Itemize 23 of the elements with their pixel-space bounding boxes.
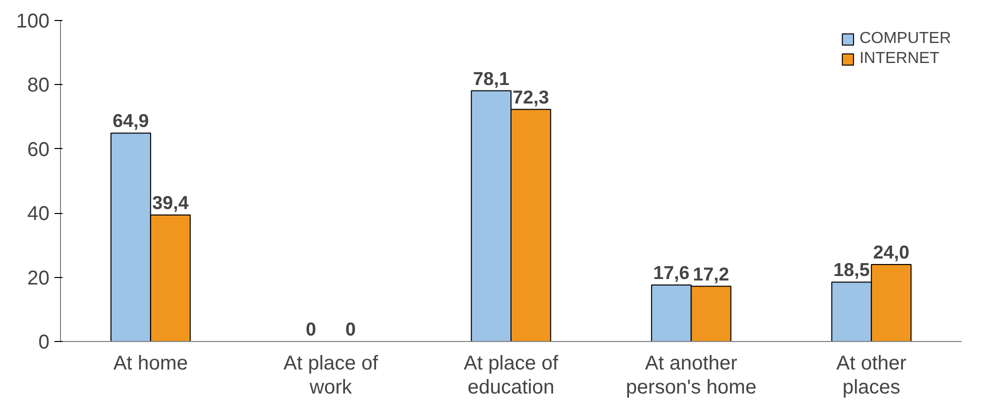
data-label: 0 bbox=[345, 318, 356, 340]
x-tick-label: At another person's home bbox=[626, 352, 756, 399]
data-label: 72,3 bbox=[512, 86, 549, 108]
legend-label: COMPUTER bbox=[859, 30, 951, 48]
y-tick-label: 0 bbox=[38, 332, 50, 354]
y-tick-label: 100 bbox=[16, 10, 50, 32]
legend-label: INTERNET bbox=[859, 50, 940, 68]
data-label: 0 bbox=[306, 318, 316, 340]
y-tick-label: 80 bbox=[27, 74, 50, 97]
x-tick-label: At home bbox=[113, 352, 188, 374]
y-tick-label: 60 bbox=[27, 138, 50, 161]
data-label: 24,0 bbox=[873, 241, 910, 262]
data-label: 18,5 bbox=[833, 259, 870, 280]
data-label: 39,4 bbox=[152, 192, 190, 214]
data-label: 64,9 bbox=[112, 110, 149, 132]
y-tick-label: 40 bbox=[27, 203, 50, 226]
x-tick-label: At place of education bbox=[464, 352, 559, 399]
x-tick-label: At other places bbox=[836, 352, 907, 399]
data-label: 17,2 bbox=[692, 263, 730, 284]
x-tick-label: At place of work bbox=[284, 352, 378, 399]
data-label: 17,6 bbox=[653, 262, 690, 284]
data-label: 78,1 bbox=[473, 68, 510, 89]
y-tick-label: 20 bbox=[27, 267, 50, 290]
